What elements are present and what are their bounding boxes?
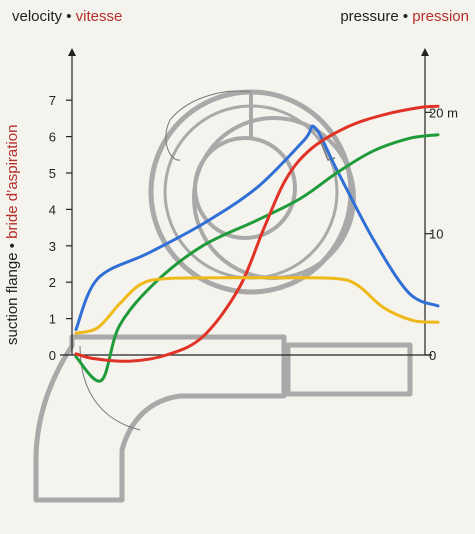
series-line-1 (74, 124, 440, 331)
x-origin-label-fr: bride d’aspiration (4, 124, 21, 239)
pump-illustration (33, 89, 413, 503)
left-axis-tick-label: 3 (49, 239, 56, 254)
left-axis-title-en: velocity (12, 8, 63, 25)
left-axis-tick-label: 2 (49, 275, 56, 290)
left-axis-title-fr: vitesse (75, 8, 123, 25)
right-axis-title: pressure • pression (340, 8, 469, 25)
impeller-outer-ring (192, 116, 356, 280)
series-line-2 (74, 133, 440, 383)
left-axis-title: velocity • vitesse (12, 8, 122, 25)
left-axis-title-separator: • (66, 8, 72, 25)
series-line-4 (74, 276, 440, 335)
x-origin-label-en: suction flange (4, 252, 21, 345)
series-layer (74, 104, 440, 383)
left-axis-tick-label: 1 (49, 312, 56, 327)
right-axis-tick-label: 10 (429, 227, 443, 242)
left-axis-tick-label: 7 (49, 93, 56, 108)
right-axis-tick-label: 0 (429, 348, 436, 363)
discharge-pipe (285, 342, 413, 397)
right-axis-tick-label: 20 m (429, 105, 458, 120)
right-axis-arrow (421, 48, 429, 56)
left-axis-tick-label: 6 (49, 130, 56, 145)
x-origin-label-separator: • (4, 242, 21, 249)
volute-thin-contour (165, 90, 252, 161)
suction-elbow (33, 334, 287, 503)
right-axis-title-fr: pression (412, 8, 469, 25)
right-axis-title-separator: • (402, 8, 409, 25)
elbow-inner-contour (79, 345, 141, 431)
left-axis-arrow (68, 48, 76, 56)
x-origin-label: suction flange • bride d’aspiration (4, 125, 21, 345)
left-axis-tick-label: 4 (49, 202, 56, 217)
right-axis-title-en: pressure (340, 8, 399, 25)
axes: 0 1 2 3 4 5 6 7 0 10 20 m (49, 48, 458, 363)
series-line-3 (74, 104, 440, 363)
left-axis-tick-label: 0 (49, 348, 56, 363)
left-axis-tick-label: 5 (49, 166, 56, 181)
impeller-eye (193, 136, 297, 240)
